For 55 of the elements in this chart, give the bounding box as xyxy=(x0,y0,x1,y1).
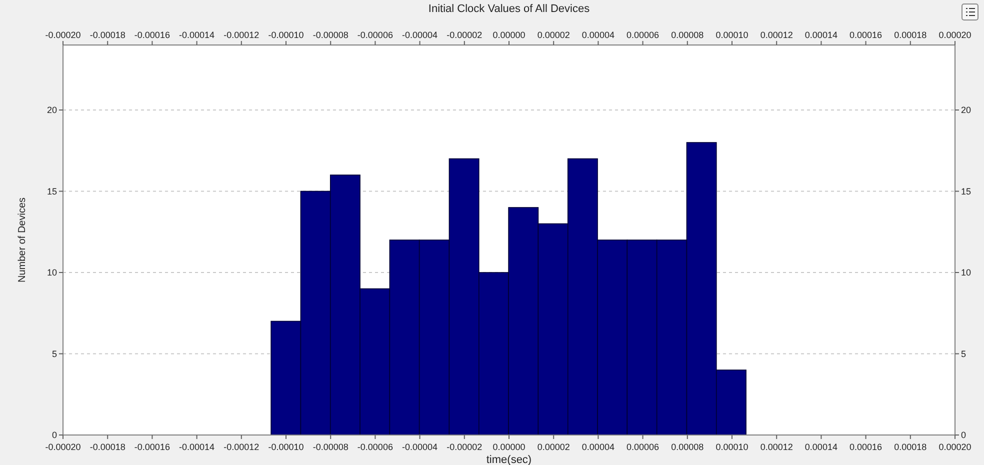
y2-tick-label: 5 xyxy=(961,348,966,359)
y-tick-label: 10 xyxy=(46,268,57,278)
x2-tick-label: -0.00020 xyxy=(45,442,81,452)
x-tick-label: 0.00014 xyxy=(804,30,838,40)
x-axis-title: time(sec) xyxy=(486,454,532,465)
x-tick-label: -0.00020 xyxy=(45,30,81,40)
x-tick-label: 0.00020 xyxy=(938,30,972,40)
x2-tick-label: 0.00012 xyxy=(760,442,793,452)
x2-tick-label: -0.00010 xyxy=(268,442,304,452)
x-tick-label: 0.00008 xyxy=(671,30,704,40)
y-tick-label: 0 xyxy=(52,430,57,440)
x2-tick-label: 0.00016 xyxy=(850,442,882,452)
x-tick-label: -0.00006 xyxy=(357,30,393,40)
x2-tick-label: -0.00008 xyxy=(312,442,348,452)
x-tick-label: -0.00012 xyxy=(224,30,260,40)
x2-tick-label: -0.00018 xyxy=(90,442,126,452)
x2-tick-label: 0.00000 xyxy=(492,442,526,452)
x2-tick-label: 0.00004 xyxy=(582,442,614,452)
x-tick-label: 0.00018 xyxy=(894,30,927,40)
x2-tick-label: 0.00014 xyxy=(804,442,838,452)
x2-tick-label: 0.00002 xyxy=(537,442,570,452)
x2-tick-label: 0.00018 xyxy=(894,442,927,452)
x-tick-label: 0.00004 xyxy=(582,30,614,40)
x-tick-label: -0.00002 xyxy=(446,30,482,40)
chart-title: Initial Clock Values of All Devices xyxy=(428,3,590,15)
x-tick-label: -0.00004 xyxy=(402,30,438,40)
x2-tick-label: 0.00008 xyxy=(671,442,704,452)
x-tick-label: -0.00016 xyxy=(134,30,170,40)
y-axis-title: Number of Devices xyxy=(17,197,28,283)
x2-tick-label: 0.00020 xyxy=(938,442,972,452)
y-tick-label: 5 xyxy=(52,348,57,359)
x2-tick-label: 0.00010 xyxy=(716,442,748,452)
y-tick-label: 20 xyxy=(46,105,57,115)
y2-tick-label: 15 xyxy=(961,186,972,196)
x-tick-label: 0.00000 xyxy=(492,30,526,40)
y2-tick-label: 0 xyxy=(961,430,966,440)
x-tick-label: 0.00010 xyxy=(716,30,748,40)
x2-tick-label: -0.00002 xyxy=(446,442,482,452)
x-tick-label: -0.00018 xyxy=(90,30,126,40)
x-tick-label: -0.00014 xyxy=(179,30,215,40)
x-tick-label: 0.00016 xyxy=(850,30,882,40)
x2-tick-label: -0.00004 xyxy=(402,442,438,452)
x2-tick-label: 0.00006 xyxy=(626,442,660,452)
y-tick-label: 15 xyxy=(46,186,57,196)
x-tick-label: -0.00010 xyxy=(268,30,304,40)
x2-tick-label: -0.00014 xyxy=(179,442,215,452)
x-tick-label: 0.00006 xyxy=(626,30,660,40)
x2-tick-label: -0.00016 xyxy=(134,442,170,452)
x2-tick-label: -0.00006 xyxy=(357,442,393,452)
x2-tick-label: -0.00012 xyxy=(224,442,260,452)
x-tick-label: -0.00008 xyxy=(312,30,348,40)
x-tick-label: 0.00012 xyxy=(760,30,793,40)
x-tick-label: 0.00002 xyxy=(537,30,570,40)
y2-tick-label: 20 xyxy=(961,105,972,115)
y2-tick-label: 10 xyxy=(961,268,972,278)
